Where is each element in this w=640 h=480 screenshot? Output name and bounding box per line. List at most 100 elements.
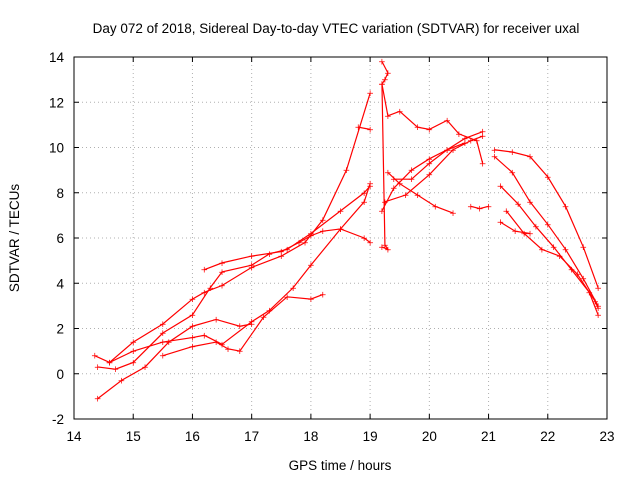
- data-point: +: [159, 329, 167, 339]
- series-trace: [97, 318, 252, 400]
- data-point: +: [354, 123, 362, 133]
- data-point: +: [479, 132, 487, 142]
- data-point: +: [224, 345, 232, 355]
- series-arc-3: +++++++ +: [94, 315, 256, 404]
- data-point: +: [467, 202, 475, 212]
- data-point: +: [511, 227, 519, 237]
- grid-lines: [74, 57, 607, 419]
- data-point: +: [343, 166, 351, 176]
- series-trace: [381, 84, 484, 164]
- data-point: +: [289, 284, 297, 294]
- data-point: +: [118, 377, 126, 387]
- data-point: +: [307, 261, 315, 271]
- data-point: +: [508, 168, 516, 178]
- data-point: +: [431, 202, 439, 212]
- data-point: +: [378, 243, 386, 253]
- data-point: +: [485, 202, 493, 212]
- data-point: +: [384, 112, 392, 122]
- data-point: +: [91, 352, 99, 362]
- data-point: +: [159, 338, 167, 348]
- series-trace: [94, 93, 371, 364]
- series-trace: [384, 135, 483, 203]
- data-point: +: [594, 304, 602, 314]
- series-trace: [387, 171, 454, 214]
- data-point: +: [337, 225, 345, 235]
- series-trace: [358, 126, 371, 130]
- data-point: +: [112, 365, 120, 375]
- data-point: +: [550, 243, 558, 253]
- data-point: +: [319, 291, 327, 301]
- data-point: +: [455, 130, 463, 140]
- x-tick-label: 18: [303, 429, 318, 444]
- data-point: +: [319, 227, 327, 237]
- data-point: +: [278, 248, 286, 258]
- data-point: +: [526, 229, 534, 239]
- series-arc-5: ++ ++ +++ + +: [159, 291, 326, 362]
- y-tick-label: 2: [56, 322, 64, 337]
- y-tick-label: 4: [56, 276, 64, 291]
- data-point: +: [476, 205, 484, 215]
- data-point: +: [497, 218, 505, 228]
- data-point: +: [473, 137, 481, 147]
- data-point: +: [443, 116, 451, 126]
- data-point: +: [390, 175, 398, 185]
- data-point: +: [580, 243, 588, 253]
- data-point: +: [248, 318, 256, 328]
- series-trace: [494, 156, 599, 307]
- data-point: +: [381, 241, 389, 251]
- data-point: +: [366, 182, 374, 192]
- data-point: +: [337, 207, 345, 217]
- data-point: +: [189, 295, 197, 305]
- data-point: +: [503, 207, 511, 217]
- data-point: +: [408, 175, 416, 185]
- y-tick-label: 12: [49, 95, 64, 110]
- data-point: +: [544, 220, 552, 230]
- series-arc-8: +++++++: [378, 128, 486, 217]
- series-arc-6: +++ +++ + +++: [201, 225, 374, 276]
- data-point: +: [384, 245, 392, 255]
- series-arc-16: + + +: [497, 218, 534, 239]
- data-point: +: [159, 320, 167, 330]
- data-point: +: [283, 245, 291, 255]
- data-point: +: [426, 155, 434, 165]
- data-point: +: [189, 343, 197, 353]
- x-tick-label: 22: [540, 429, 555, 444]
- data-point: +: [366, 89, 374, 99]
- data-point: +: [467, 137, 475, 147]
- data-point: +: [591, 297, 599, 307]
- data-point: +: [201, 288, 209, 298]
- series-arc-17: +++++++: [378, 58, 391, 256]
- data-point: +: [278, 252, 286, 262]
- data-point: +: [384, 168, 392, 178]
- x-tick-label: 16: [185, 429, 200, 444]
- data-point: +: [538, 245, 546, 255]
- data-point: +: [337, 225, 345, 235]
- series-trace: [494, 149, 599, 288]
- series-trace: [204, 228, 371, 271]
- series-arc-11: + ++++: [390, 139, 469, 185]
- data-point: +: [479, 159, 487, 169]
- data-point: +: [301, 239, 309, 249]
- series-trace: [97, 185, 371, 370]
- data-point: +: [402, 191, 410, 201]
- data-point: +: [594, 284, 602, 294]
- series-trace: [393, 142, 466, 180]
- y-tick-label: 10: [49, 141, 64, 156]
- data-point: +: [526, 153, 534, 163]
- data-point: +: [94, 363, 102, 373]
- data-point: +: [106, 358, 114, 368]
- x-tick-label: 14: [66, 429, 82, 444]
- data-point: +: [218, 259, 226, 269]
- data-point: +: [319, 216, 327, 226]
- series-arc-12: + + +++++: [491, 146, 602, 294]
- data-point: +: [283, 293, 291, 303]
- data-point: +: [381, 76, 389, 86]
- data-point: +: [218, 282, 226, 292]
- data-point: +: [390, 184, 398, 194]
- data-point: +: [426, 159, 434, 169]
- x-axis-ticks: 14 15 16 17 18 19 20 21 22 23: [66, 57, 615, 444]
- data-point: +: [260, 313, 268, 323]
- data-point: +: [508, 148, 516, 158]
- series-arc-19: + +: [354, 123, 373, 135]
- data-point: +: [562, 245, 570, 255]
